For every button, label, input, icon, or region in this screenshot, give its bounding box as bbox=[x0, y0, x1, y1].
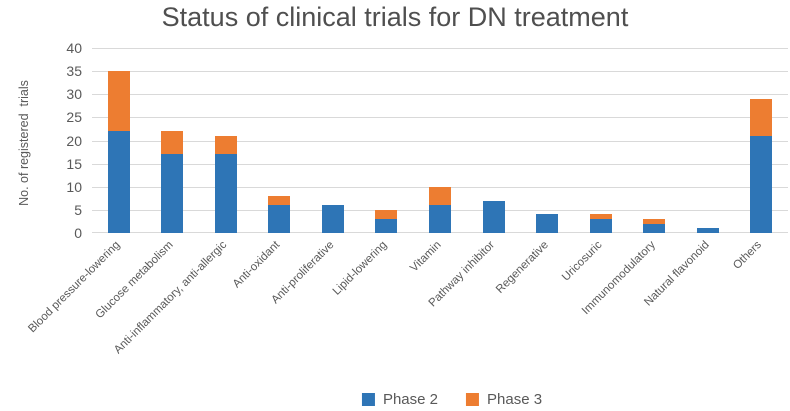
y-tick-label-20: 20 bbox=[66, 133, 82, 149]
gridline-y-20 bbox=[92, 141, 788, 142]
bar-8-phase2-segment bbox=[483, 201, 505, 233]
gridline-y-30 bbox=[92, 94, 788, 95]
gridline-y-35 bbox=[92, 71, 788, 72]
gridline-y-25 bbox=[92, 117, 788, 118]
x-category-label-4: Anti-oxidant bbox=[231, 239, 283, 291]
x-category-label-1: Blood pressure-lowering bbox=[26, 239, 123, 336]
legend-label: Phase 3 bbox=[487, 391, 543, 408]
plot-area bbox=[92, 48, 788, 233]
legend-swatch-icon bbox=[466, 393, 479, 406]
legend: Phase 2 Phase 3 bbox=[361, 391, 542, 408]
bar-10-phase3-segment bbox=[590, 214, 612, 219]
bar-3-phase3-segment bbox=[215, 136, 237, 154]
x-category-label-7: Vitamin bbox=[408, 239, 444, 275]
bar-13-phase3-segment bbox=[750, 99, 772, 136]
bar-10-phase2-segment bbox=[590, 219, 612, 233]
x-category-label-10: Uricosuric bbox=[559, 239, 605, 284]
bar-6-phase3-segment bbox=[375, 210, 397, 219]
x-category-label-13: Others bbox=[731, 239, 765, 272]
y-tick-label-0: 0 bbox=[74, 225, 82, 241]
bar-4-phase3-segment bbox=[268, 196, 290, 205]
y-tick-label-5: 5 bbox=[74, 202, 82, 218]
y-tick-label-10: 10 bbox=[66, 179, 82, 195]
legend-item-phase-3: Phase 3 bbox=[466, 391, 542, 408]
bar-5-phase2-segment bbox=[322, 205, 344, 233]
bar-1-phase3-segment bbox=[108, 71, 130, 131]
y-tick-label-40: 40 bbox=[66, 40, 82, 56]
y-tick-label-35: 35 bbox=[66, 63, 82, 79]
bar-7-phase2-segment bbox=[429, 205, 451, 233]
bar-11-phase3-segment bbox=[643, 219, 665, 224]
bar-1-phase2-segment bbox=[108, 131, 130, 233]
y-tick-label-15: 15 bbox=[66, 156, 82, 172]
gridline-y-15 bbox=[92, 164, 788, 165]
bar-6-phase2-segment bbox=[375, 219, 397, 233]
bar-11-phase2-segment bbox=[643, 224, 665, 233]
bar-2-phase2-segment bbox=[161, 154, 183, 233]
chart-title: Status of clinical trials for DN treatme… bbox=[161, 2, 629, 32]
x-category-label-3: Anti-inflammatory, anti-allergic bbox=[112, 239, 230, 357]
legend-swatch-icon bbox=[361, 393, 375, 406]
bar-2-phase3-segment bbox=[161, 131, 183, 154]
bar-13-phase2-segment bbox=[750, 136, 772, 233]
legend-item-phase-2: Phase 2 bbox=[361, 391, 438, 408]
bar-9-phase2-segment bbox=[536, 214, 558, 233]
bar-7-phase3-segment bbox=[429, 187, 451, 205]
bar-3-phase2-segment bbox=[215, 154, 237, 233]
bar-4-phase2-segment bbox=[268, 205, 290, 233]
gridline-y-40 bbox=[92, 48, 788, 49]
bar-12-phase2-segment bbox=[697, 228, 719, 233]
x-category-label-9: Regenerative bbox=[493, 239, 551, 296]
legend-label: Phase 2 bbox=[382, 391, 438, 408]
y-tick-label-30: 30 bbox=[66, 86, 82, 102]
x-category-label-6: Lipid-lowering bbox=[330, 239, 390, 298]
y-tick-label-25: 25 bbox=[66, 109, 82, 125]
